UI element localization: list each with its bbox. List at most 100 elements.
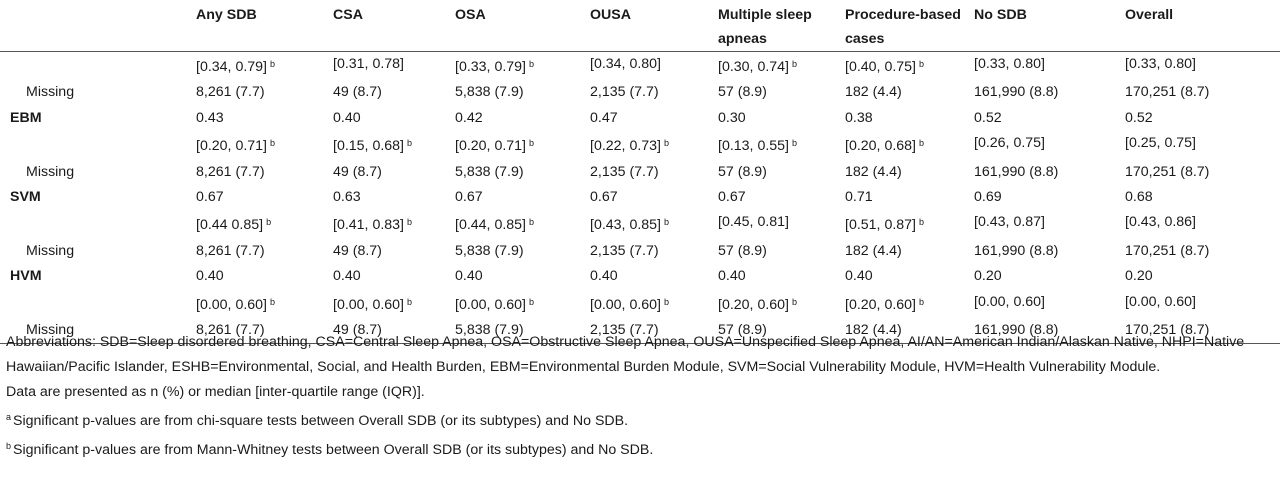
table-cell: 0.20 xyxy=(1125,264,1280,289)
cell-value: [0.26, 0.75] xyxy=(974,135,1045,152)
table-row: Missing 8,261 (7.7) 49 (8.7) 5,838 (7.9) 2,1… xyxy=(0,318,1280,344)
table-cell: 0.68 xyxy=(1125,185,1280,210)
column-header: Overall xyxy=(1125,7,1174,23)
table-cell: 8,261 (7.7) xyxy=(196,160,333,185)
table-cell: [0.43, 0.86] xyxy=(1125,210,1280,238)
abbreviations-note: Abbreviations: SDB=Sleep disordered brea… xyxy=(6,334,1245,375)
cell-value: [0.20, 0.68] xyxy=(845,138,916,155)
table-cell: [0.34, 0.79] b xyxy=(196,52,333,81)
table-cell: 0.40 xyxy=(590,264,718,289)
table-cell: [0.40, 0.75] b xyxy=(845,52,974,81)
cell-value: 2,135 (7.7) xyxy=(590,163,659,180)
cell-value: 2,135 (7.7) xyxy=(590,84,659,101)
table-cell: [0.00, 0.60] xyxy=(1125,290,1280,318)
table-row: SVM 0.67 0.63 0.67 0.67 0.67 0.71 0.69 0.68 xyxy=(0,185,1280,210)
row-label xyxy=(0,131,196,159)
table-cell: 2,135 (7.7) xyxy=(590,160,718,185)
table-cell: [0.34, 0.80] xyxy=(590,52,718,81)
table-cell: 0.47 xyxy=(590,106,718,131)
row-label: Missing xyxy=(26,163,75,180)
table-cell: [0.30, 0.74] b xyxy=(718,52,845,81)
footnote-marker: b xyxy=(919,59,925,69)
table-cell: 49 (8.7) xyxy=(333,80,455,105)
cell-value: 49 (8.7) xyxy=(333,322,382,339)
table-cell: [0.33, 0.80] xyxy=(1125,52,1280,81)
cell-value: 0.68 xyxy=(1125,189,1153,206)
column-header: Any SDB xyxy=(196,7,257,23)
cell-value: [0.34, 0.79] xyxy=(196,59,267,75)
footnote-b: b Significant p-values are from Mann-Whit… xyxy=(6,434,1276,463)
cell-value: 0.42 xyxy=(455,109,483,126)
column-header: OSA xyxy=(455,7,486,23)
column-header: Procedure-based cases xyxy=(845,7,961,47)
cell-value: 0.40 xyxy=(590,268,618,285)
table-cell: 161,990 (8.8) xyxy=(974,160,1125,185)
cell-value: [0.31, 0.78] xyxy=(333,56,404,72)
table-row: [0.34, 0.79] b [0.31, 0.78] [0.33, 0.79] b [0… xyxy=(0,52,1280,81)
table-cell: 49 (8.7) xyxy=(333,318,455,344)
cell-value: 182 (4.4) xyxy=(845,163,902,180)
cell-value: 170,251 (8.7) xyxy=(1125,163,1210,180)
table-row: [0.20, 0.71] b [0.15, 0.68] b [0.20, 0.71] b[… xyxy=(0,131,1280,159)
footnote-marker: b xyxy=(407,217,413,228)
footnote-b-text: Significant p-values are from Mann-Whitn… xyxy=(13,442,654,458)
table-cell: 0.71 xyxy=(845,185,974,210)
table-cell: 182 (4.4) xyxy=(845,318,974,344)
table-cell: 0.52 xyxy=(1125,106,1280,131)
footnote-a-text: Significant p-values are from chi-square… xyxy=(13,413,629,429)
table-cell: [0.00, 0.60] b xyxy=(196,290,333,318)
cell-value: [0.30, 0.74] xyxy=(718,59,789,75)
column-header: No SDB xyxy=(974,7,1027,23)
cell-value: 5,838 (7.9) xyxy=(455,322,524,339)
table-cell: 0.42 xyxy=(455,106,590,131)
cell-value: [0.00, 0.60] xyxy=(333,296,404,313)
footnote-a: a Significant p-values are from chi-squar… xyxy=(6,405,1276,434)
cell-value: [0.00, 0.60] xyxy=(455,296,526,313)
table-header-row: Any SDB CSA OSA OUSA Multiple sleep apne… xyxy=(0,0,1280,52)
cell-value: 0.47 xyxy=(590,109,618,126)
table-cell: 182 (4.4) xyxy=(845,239,974,264)
cell-value: 2,135 (7.7) xyxy=(590,242,659,259)
table-cell: [0.26, 0.75] xyxy=(974,131,1125,159)
table-cell: 161,990 (8.8) xyxy=(974,239,1125,264)
table-cell: 57 (8.9) xyxy=(718,80,845,105)
table-cell: [0.43, 0.87] xyxy=(974,210,1125,238)
table-cell: [0.00, 0.60] b xyxy=(455,290,590,318)
presentation-note: Data are presented as n (%) or median [i… xyxy=(6,384,425,400)
table-cell: 170,251 (8.7) xyxy=(1125,318,1280,344)
cell-value: [0.00, 0.60] xyxy=(590,296,661,313)
cell-value: 161,990 (8.8) xyxy=(974,242,1059,259)
cell-value: [0.41, 0.83] xyxy=(333,217,404,234)
table-row: Missing 8,261 (7.7) 49 (8.7) 5,838 (7.9) 2,1… xyxy=(0,160,1280,185)
cell-value: [0.45, 0.81] xyxy=(718,214,789,231)
cell-value: 0.40 xyxy=(718,268,746,285)
table-row: Missing 8,261 (7.7) 49 (8.7) 5,838 (7.9) 2,1… xyxy=(0,80,1280,105)
table-cell: 5,838 (7.9) xyxy=(455,160,590,185)
table-cell: 161,990 (8.8) xyxy=(974,80,1125,105)
table-cell: [0.20, 0.60] b xyxy=(718,290,845,318)
cell-value: [0.40, 0.75] xyxy=(845,59,916,75)
cell-value: 0.52 xyxy=(1125,109,1153,126)
footnote-marker: b xyxy=(529,59,535,69)
table-cell: 0.30 xyxy=(718,106,845,131)
table-cell: 0.67 xyxy=(455,185,590,210)
cell-value: [0.20, 0.71] xyxy=(455,138,526,155)
table-row: HVM 0.40 0.40 0.40 0.40 0.40 0.40 0.20 0.20 xyxy=(0,264,1280,289)
cell-value: [0.20, 0.60] xyxy=(845,296,916,313)
table-cell: 0.40 xyxy=(455,264,590,289)
table-cell: 0.40 xyxy=(718,264,845,289)
table-cell: [0.44 0.85] b xyxy=(196,210,333,238)
table-cell: 0.43 xyxy=(196,106,333,131)
cell-value: 57 (8.9) xyxy=(718,322,767,339)
table-cell: [0.44, 0.85] b xyxy=(455,210,590,238)
cell-value: [0.25, 0.75] xyxy=(1125,135,1196,152)
table-cell: 0.67 xyxy=(196,185,333,210)
table-row: Missing 8,261 (7.7) 49 (8.7) 5,838 (7.9) 2,1… xyxy=(0,239,1280,264)
table-cell: [0.45, 0.81] xyxy=(718,210,845,238)
cell-value: [0.33, 0.80] xyxy=(1125,56,1196,72)
cell-value: 0.40 xyxy=(196,268,224,285)
footnote-a-mark: a xyxy=(6,412,12,422)
cell-value: 161,990 (8.8) xyxy=(974,84,1059,101)
table-cell: 0.38 xyxy=(845,106,974,131)
cell-value: 0.43 xyxy=(196,109,224,126)
